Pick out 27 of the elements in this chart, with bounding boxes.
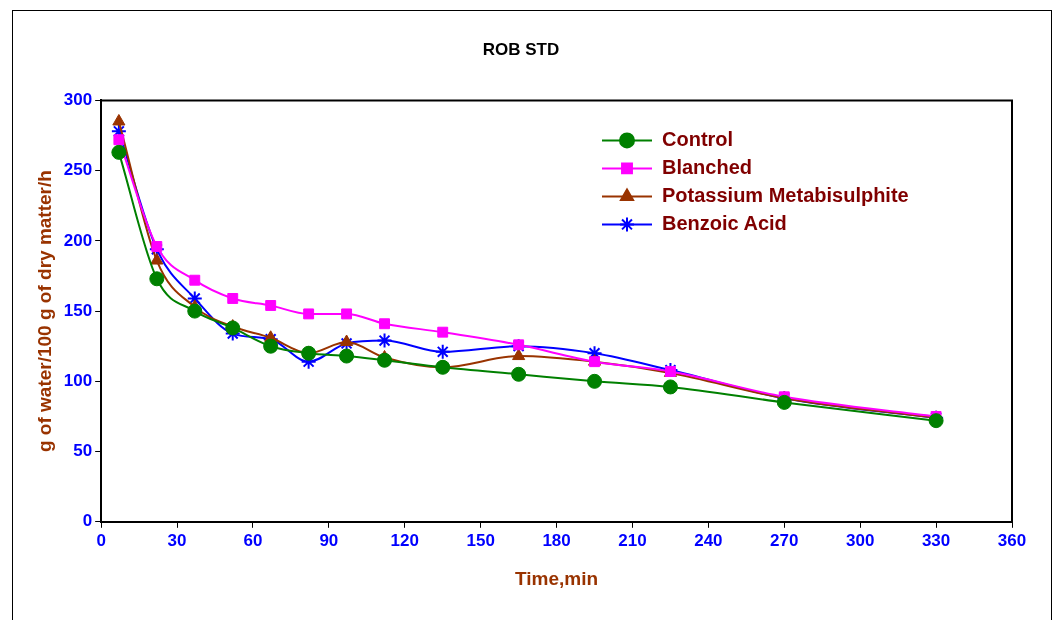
x-tick-label: 240 bbox=[694, 530, 723, 550]
y-axis-title: g of water/100 g of dry matter/h bbox=[33, 170, 55, 453]
x-tick-label: 180 bbox=[542, 530, 571, 550]
x-tick-label: 120 bbox=[390, 530, 419, 550]
x-tick-label: 60 bbox=[243, 530, 263, 550]
y-tick-label: 0 bbox=[82, 511, 93, 531]
x-tick-label: 330 bbox=[921, 530, 951, 550]
x-axis-title: Time,min bbox=[515, 567, 599, 589]
x-tick-label: 0 bbox=[96, 530, 106, 550]
y-tick-label: 300 bbox=[63, 90, 93, 110]
y-tick-label: 200 bbox=[63, 230, 93, 250]
y-tick-label: 100 bbox=[63, 371, 93, 391]
x-tick-label: 90 bbox=[319, 530, 339, 550]
x-tick-label: 270 bbox=[770, 530, 799, 550]
x-tick-label: 210 bbox=[618, 530, 647, 550]
legend-label: Control bbox=[662, 127, 734, 150]
y-tick-label: 150 bbox=[63, 300, 93, 320]
y-tick-label: 50 bbox=[73, 441, 93, 461]
legend-label: Benzoic Acid bbox=[662, 211, 787, 234]
x-tick-label: 30 bbox=[167, 530, 187, 550]
y-tick-label: 250 bbox=[63, 160, 93, 180]
chart-title: ROB STD bbox=[482, 39, 560, 59]
legend-label: Potassium Metabisulphite bbox=[662, 183, 909, 206]
x-tick-label: 150 bbox=[466, 530, 495, 550]
x-tick-label: 360 bbox=[997, 530, 1027, 550]
x-tick-label: 300 bbox=[846, 530, 875, 550]
legend-label: Blanched bbox=[662, 155, 753, 178]
